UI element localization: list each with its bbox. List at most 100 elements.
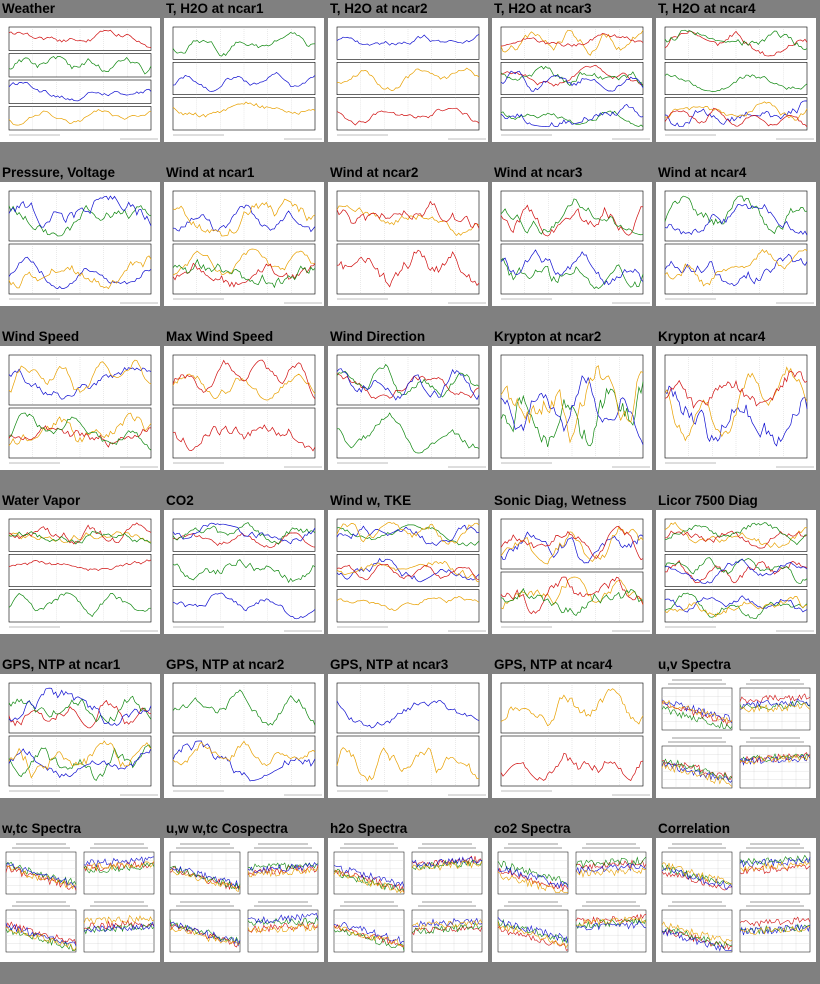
plot-image xyxy=(664,518,814,632)
plot-thumbnail-krypton-at-ncar4[interactable] xyxy=(656,346,816,470)
plot-panel xyxy=(336,354,480,406)
plot-cell-gps-ntp-at-ncar2: GPS, NTP at ncar2 xyxy=(164,656,326,798)
plot-title: GPS, NTP at ncar2 xyxy=(166,657,285,672)
plot-panel xyxy=(172,354,316,406)
plot-image xyxy=(172,190,322,304)
plot-panel xyxy=(664,26,808,60)
plot-panel xyxy=(172,735,316,787)
plot-cell-t-h2o-at-ncar3: T, H2O at ncar3 xyxy=(492,0,654,142)
plot-thumbnail-co2[interactable] xyxy=(164,510,324,634)
plot-panel xyxy=(500,190,644,242)
plot-panel xyxy=(664,518,808,552)
plot-panel xyxy=(411,851,483,895)
plot-image xyxy=(169,843,319,953)
plot-panel xyxy=(172,407,316,459)
plot-cell-h2o-spectra: h2o Spectra xyxy=(328,820,490,962)
plot-thumbnail-wind-at-ncar2[interactable] xyxy=(328,182,488,306)
plot-cell-wind-speed: Wind Speed xyxy=(0,328,162,470)
plot-title: Licor 7500 Diag xyxy=(658,493,758,508)
plot-panel xyxy=(336,589,480,623)
plot-title: h2o Spectra xyxy=(330,821,408,836)
plot-panel xyxy=(500,518,644,570)
plot-panel xyxy=(739,851,811,895)
plot-thumbnail-wind-speed[interactable] xyxy=(0,346,160,470)
plot-panel xyxy=(664,589,808,623)
plot-panel xyxy=(8,407,152,459)
plot-image xyxy=(172,26,322,140)
plot-panel xyxy=(664,354,808,459)
plot-thumbnail-sonic-diag-wetness[interactable] xyxy=(492,510,652,634)
plot-image xyxy=(664,190,814,304)
plot-cell-krypton-at-ncar2: Krypton at ncar2 xyxy=(492,328,654,470)
plot-cell-max-wind-speed: Max Wind Speed xyxy=(164,328,326,470)
plot-thumbnail-gps-ntp-at-ncar2[interactable] xyxy=(164,674,324,798)
plot-cell-weather: Weather xyxy=(0,0,162,142)
plot-panel xyxy=(661,851,733,895)
plot-panel xyxy=(8,354,152,406)
plot-panel xyxy=(8,682,152,734)
plot-panel xyxy=(333,909,405,953)
plot-thumbnail-max-wind-speed[interactable] xyxy=(164,346,324,470)
plot-title: Krypton at ncar4 xyxy=(658,329,766,344)
plot-thumbnail-wind-at-ncar3[interactable] xyxy=(492,182,652,306)
plot-thumbnail-water-vapor[interactable] xyxy=(0,510,160,634)
plot-panel xyxy=(5,909,77,953)
plot-panel xyxy=(664,554,808,587)
plot-cell-wind-at-ncar3: Wind at ncar3 xyxy=(492,164,654,306)
plot-thumbnail-correlation[interactable] xyxy=(656,838,816,962)
plot-title: Water Vapor xyxy=(2,493,81,508)
plot-thumbnail-t-h2o-at-ncar2[interactable] xyxy=(328,18,488,142)
plot-cell-w-tc-spectra: w,tc Spectra xyxy=(0,820,162,962)
plot-thumbnail-gps-ntp-at-ncar1[interactable] xyxy=(0,674,160,798)
plot-title: u,v Spectra xyxy=(658,657,731,672)
plot-title: T, H2O at ncar3 xyxy=(494,1,592,16)
plot-thumbnail-krypton-at-ncar2[interactable] xyxy=(492,346,652,470)
plot-thumbnail-h2o-spectra[interactable] xyxy=(328,838,488,962)
plot-panel xyxy=(172,518,316,552)
plot-thumbnail-co2-spectra[interactable] xyxy=(492,838,652,962)
plot-panel xyxy=(8,26,152,51)
plot-thumbnail-licor-7500-diag[interactable] xyxy=(656,510,816,634)
plot-thumbnail-gps-ntp-at-ncar4[interactable] xyxy=(492,674,652,798)
plot-title: CO2 xyxy=(166,493,194,508)
plot-image xyxy=(5,843,155,953)
plot-cell-water-vapor: Water Vapor xyxy=(0,492,162,634)
plot-thumbnail-u-v-spectra[interactable] xyxy=(656,674,816,798)
plot-panel xyxy=(664,243,808,295)
plot-panel xyxy=(8,735,152,787)
plot-cell-t-h2o-at-ncar4: T, H2O at ncar4 xyxy=(656,0,818,142)
plot-image xyxy=(172,518,322,632)
plot-image xyxy=(500,354,650,468)
plot-panel xyxy=(172,26,316,60)
plot-panel xyxy=(500,571,644,623)
plot-thumbnail-wind-at-ncar1[interactable] xyxy=(164,182,324,306)
plot-thumbnail-pressure-voltage[interactable] xyxy=(0,182,160,306)
plot-thumbnail-t-h2o-at-ncar3[interactable] xyxy=(492,18,652,142)
plot-panel xyxy=(664,62,808,95)
plot-panel xyxy=(497,909,569,953)
plot-thumbnail-gps-ntp-at-ncar3[interactable] xyxy=(328,674,488,798)
plot-image xyxy=(500,26,650,140)
plot-thumbnail-t-h2o-at-ncar1[interactable] xyxy=(164,18,324,142)
plot-title: Wind Direction xyxy=(330,329,426,344)
plot-thumbnail-t-h2o-at-ncar4[interactable] xyxy=(656,18,816,142)
plot-title: Weather xyxy=(2,1,56,16)
plot-panel xyxy=(661,745,733,789)
plot-title: GPS, NTP at ncar3 xyxy=(330,657,449,672)
plot-panel xyxy=(336,407,480,459)
plot-thumbnail-wind-w-tke[interactable] xyxy=(328,510,488,634)
plot-panel xyxy=(336,518,480,552)
plot-cell-gps-ntp-at-ncar1: GPS, NTP at ncar1 xyxy=(0,656,162,798)
plot-thumbnail-weather[interactable] xyxy=(0,18,160,142)
plot-title: Sonic Diag, Wetness xyxy=(494,493,627,508)
plot-panel xyxy=(8,190,152,242)
plot-thumbnail-w-tc-spectra[interactable] xyxy=(0,838,160,962)
plot-cell-wind-at-ncar4: Wind at ncar4 xyxy=(656,164,818,306)
plot-cell-sonic-diag-wetness: Sonic Diag, Wetness xyxy=(492,492,654,634)
plot-thumbnail-wind-at-ncar4[interactable] xyxy=(656,182,816,306)
plot-title: Max Wind Speed xyxy=(166,329,274,344)
plot-thumbnail-wind-direction[interactable] xyxy=(328,346,488,470)
plot-thumbnail-u-w-w-tc-cospectra[interactable] xyxy=(164,838,324,962)
plot-title: T, H2O at ncar1 xyxy=(166,1,264,16)
plot-panel xyxy=(8,106,152,131)
